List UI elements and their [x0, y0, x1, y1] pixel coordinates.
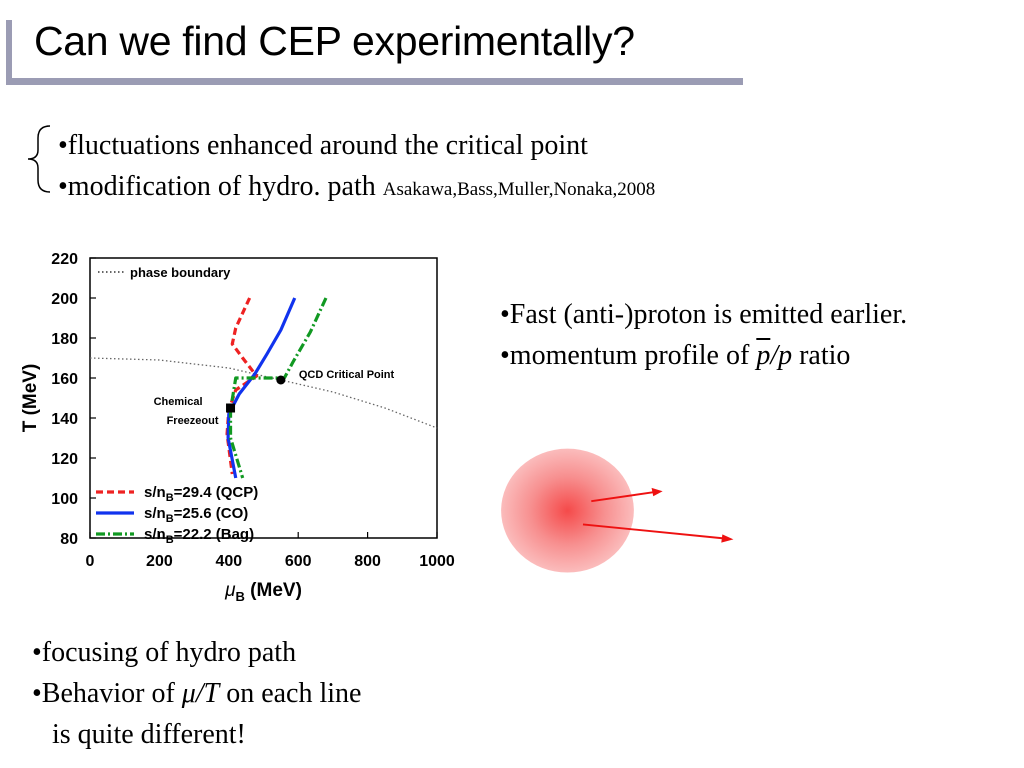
right-bullet-list: •Fast (anti-)proton is emitted earlier. …: [500, 294, 907, 376]
freezeout-label-2: Freezeout: [167, 415, 219, 427]
y-tick-label: 180: [51, 331, 78, 348]
bullet-momentum-profile: •momentum profile of p/p ratio: [500, 335, 907, 376]
curly-brace-icon: [27, 125, 51, 193]
pbar-symbol: p: [756, 340, 771, 371]
bullet-hydro-path-text: •modification of hydro. path: [58, 171, 383, 202]
fireball-illustration: [501, 448, 734, 573]
bullet-fluctuations: •fluctuations enhanced around the critic…: [58, 130, 588, 161]
y-axis-label: T (MeV): [20, 364, 41, 433]
series-line-2: [228, 297, 328, 479]
title-underline-bar: [6, 78, 743, 85]
critical-point-marker: [276, 375, 286, 385]
short-arrow-icon: [591, 487, 663, 503]
bullet-mu-over-t: •Behavior of μ/T on each line: [32, 673, 361, 714]
y-tick-label: 140: [51, 411, 78, 428]
bullet-focusing: •focusing of hydro path: [32, 637, 297, 668]
x-tick-label: 800: [354, 553, 381, 570]
freezeout-label-1: Chemical: [154, 396, 203, 408]
slash-t-symbol: /T: [195, 678, 220, 709]
y-tick-label: 100: [51, 491, 78, 508]
x-tick-label: 200: [146, 553, 173, 570]
legend-phase-boundary-label: phase boundary: [130, 265, 231, 280]
x-tick-label: 600: [285, 553, 312, 570]
plot-frame: [89, 257, 438, 539]
y-tick-label: 80: [60, 531, 78, 548]
title-accent-bar: [6, 20, 12, 84]
x-axis-label: μB (MeV): [224, 580, 302, 604]
critical-point-label: QCD Critical Point: [299, 369, 395, 381]
x-tick-label: 0: [86, 553, 95, 570]
x-tick-label: 1000: [419, 553, 455, 570]
series-line-0: [225, 297, 259, 475]
legend-label-1: s/nB=25.6 (CO): [144, 505, 248, 525]
bullet-hydro-path: •modification of hydro. path Asakawa,Bas…: [58, 166, 655, 210]
mu-prefix: •Behavior of: [32, 678, 182, 709]
x-tick-label: 400: [215, 553, 242, 570]
slash-p-symbol: /p: [770, 340, 793, 371]
y-tick-label: 120: [51, 451, 78, 468]
mu-symbol: μ: [181, 678, 196, 709]
bullet-different: is quite different!: [52, 719, 246, 750]
mu-suffix: on each line: [219, 678, 362, 709]
legend-label-2: s/nB=22.2 (Bag): [144, 526, 254, 546]
bottom-bullet-list: •focusing of hydro path •Behavior of μ/T…: [32, 632, 361, 755]
freezeout-marker: [226, 403, 236, 413]
series-line-1: [226, 297, 297, 479]
phase-diagram-chart: 0 200 400 600 800 1000 80 100 120 140 160 180 200 220…: [20, 251, 455, 604]
fireball-sphere: [501, 448, 634, 573]
bullet-fast-proton: •Fast (anti-)proton is emitted earlier.: [500, 299, 908, 330]
slide-title: Can we find CEP experimentally?: [34, 18, 635, 64]
top-bullet-list: •fluctuations enhanced around the critic…: [58, 125, 655, 210]
long-arrow-icon: [582, 523, 734, 543]
y-tick-label: 220: [51, 251, 78, 268]
citation: Asakawa,Bass,Muller,Nonaka,2008: [382, 179, 656, 200]
legend-label-0: s/nB=29.4 (QCP): [144, 484, 258, 504]
momentum-prefix: •momentum profile of: [500, 340, 757, 371]
y-tick-label: 200: [51, 291, 78, 308]
y-tick-label: 160: [51, 371, 78, 388]
momentum-suffix: ratio: [792, 340, 851, 371]
